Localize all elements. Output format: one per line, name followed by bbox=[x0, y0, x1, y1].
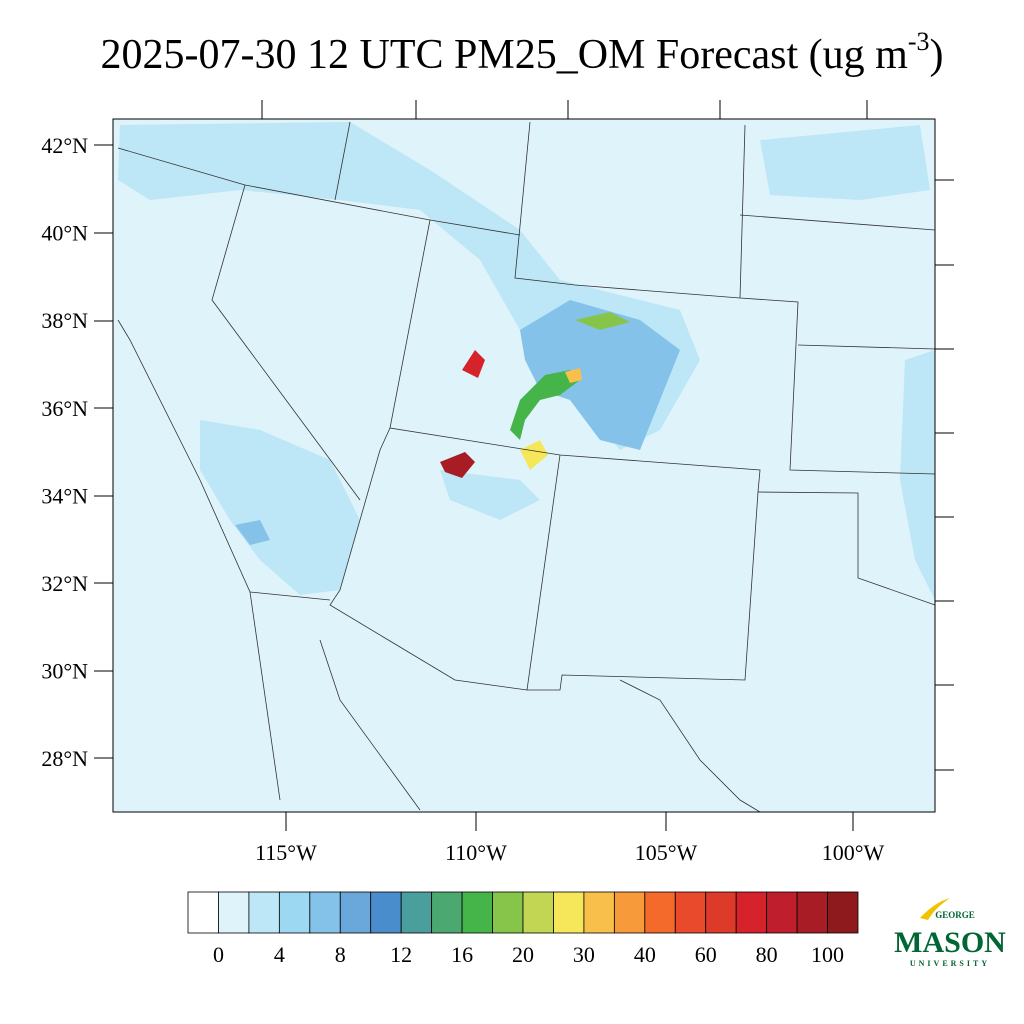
colorbar-box bbox=[492, 891, 524, 934]
colorbar-box bbox=[674, 891, 707, 934]
colorbar-box bbox=[583, 891, 615, 934]
colorbar-label: 80 bbox=[756, 942, 778, 967]
colorbar-box bbox=[735, 891, 768, 934]
colorbar-box bbox=[827, 891, 859, 934]
lat-label: 40°N bbox=[41, 221, 88, 246]
colorbar-box bbox=[644, 891, 676, 934]
lat-label: 36°N bbox=[41, 396, 88, 421]
logo-main: MASON bbox=[894, 926, 1006, 959]
borders bbox=[117, 121, 936, 813]
lon-label: 115°W bbox=[255, 840, 317, 865]
colorbar-label: 12 bbox=[390, 942, 412, 967]
colorbar-label: 60 bbox=[695, 942, 717, 967]
lat-label: 32°N bbox=[41, 571, 88, 596]
colorbar-box bbox=[705, 891, 737, 934]
lon-label: 105°W bbox=[635, 840, 698, 865]
colorbar-box bbox=[613, 891, 646, 934]
colorbar-box bbox=[796, 891, 828, 934]
logo-bottom: UNIVERSITY bbox=[910, 959, 990, 968]
concentration-mid bbox=[235, 300, 680, 545]
colorbar-box bbox=[522, 891, 554, 934]
colorbar-box bbox=[431, 891, 463, 934]
colorbar: 0 4 8 12 16 20 30 40 60 80 100 bbox=[187, 891, 859, 967]
title-sup: -3 bbox=[908, 27, 930, 56]
lat-label: 38°N bbox=[41, 308, 88, 333]
lon-label: 110°W bbox=[445, 840, 507, 865]
ticks bbox=[94, 100, 954, 831]
colorbar-box bbox=[370, 891, 402, 934]
logo-top: GEORGE bbox=[935, 910, 975, 920]
fire-plumes bbox=[440, 312, 630, 478]
colorbar-label: 8 bbox=[335, 942, 346, 967]
colorbar-box bbox=[339, 891, 372, 934]
lat-labels: 42°N 40°N 38°N 36°N 34°N 32°N 30°N 28°N bbox=[41, 133, 88, 771]
lat-label: 30°N bbox=[41, 659, 88, 684]
lat-label: 28°N bbox=[41, 746, 88, 771]
map-area bbox=[112, 118, 936, 813]
colorbar-label: 16 bbox=[451, 942, 473, 967]
colorbar-box bbox=[278, 891, 311, 934]
colorbar-box bbox=[553, 891, 585, 934]
colorbar-box bbox=[400, 891, 433, 934]
map-frame bbox=[112, 118, 936, 813]
colorbar-label: 0 bbox=[213, 942, 224, 967]
colorbar-label: 4 bbox=[274, 942, 285, 967]
title-end: ) bbox=[929, 32, 943, 78]
lon-labels: 115°W 110°W 105°W 100°W bbox=[255, 840, 884, 865]
logo: GEORGE MASON UNIVERSITY bbox=[894, 898, 1006, 968]
colorbar-label: 30 bbox=[573, 942, 595, 967]
colorbar-box bbox=[248, 891, 280, 934]
lat-label: 34°N bbox=[41, 483, 88, 508]
title-main: 2025-07-30 12 UTC PM25_OM Forecast (ug m bbox=[101, 32, 909, 78]
colorbar-box bbox=[187, 891, 219, 934]
colorbar-box bbox=[309, 891, 341, 934]
title: 2025-07-30 12 UTC PM25_OM Forecast (ug m… bbox=[101, 27, 944, 78]
lat-label: 42°N bbox=[41, 133, 88, 158]
colorbar-box bbox=[766, 891, 798, 934]
colorbar-box bbox=[461, 891, 493, 934]
colorbar-label: 40 bbox=[634, 942, 656, 967]
colorbar-label: 100 bbox=[811, 942, 844, 967]
colorbar-box bbox=[218, 891, 250, 934]
colorbar-label: 20 bbox=[512, 942, 534, 967]
lon-label: 100°W bbox=[822, 840, 885, 865]
